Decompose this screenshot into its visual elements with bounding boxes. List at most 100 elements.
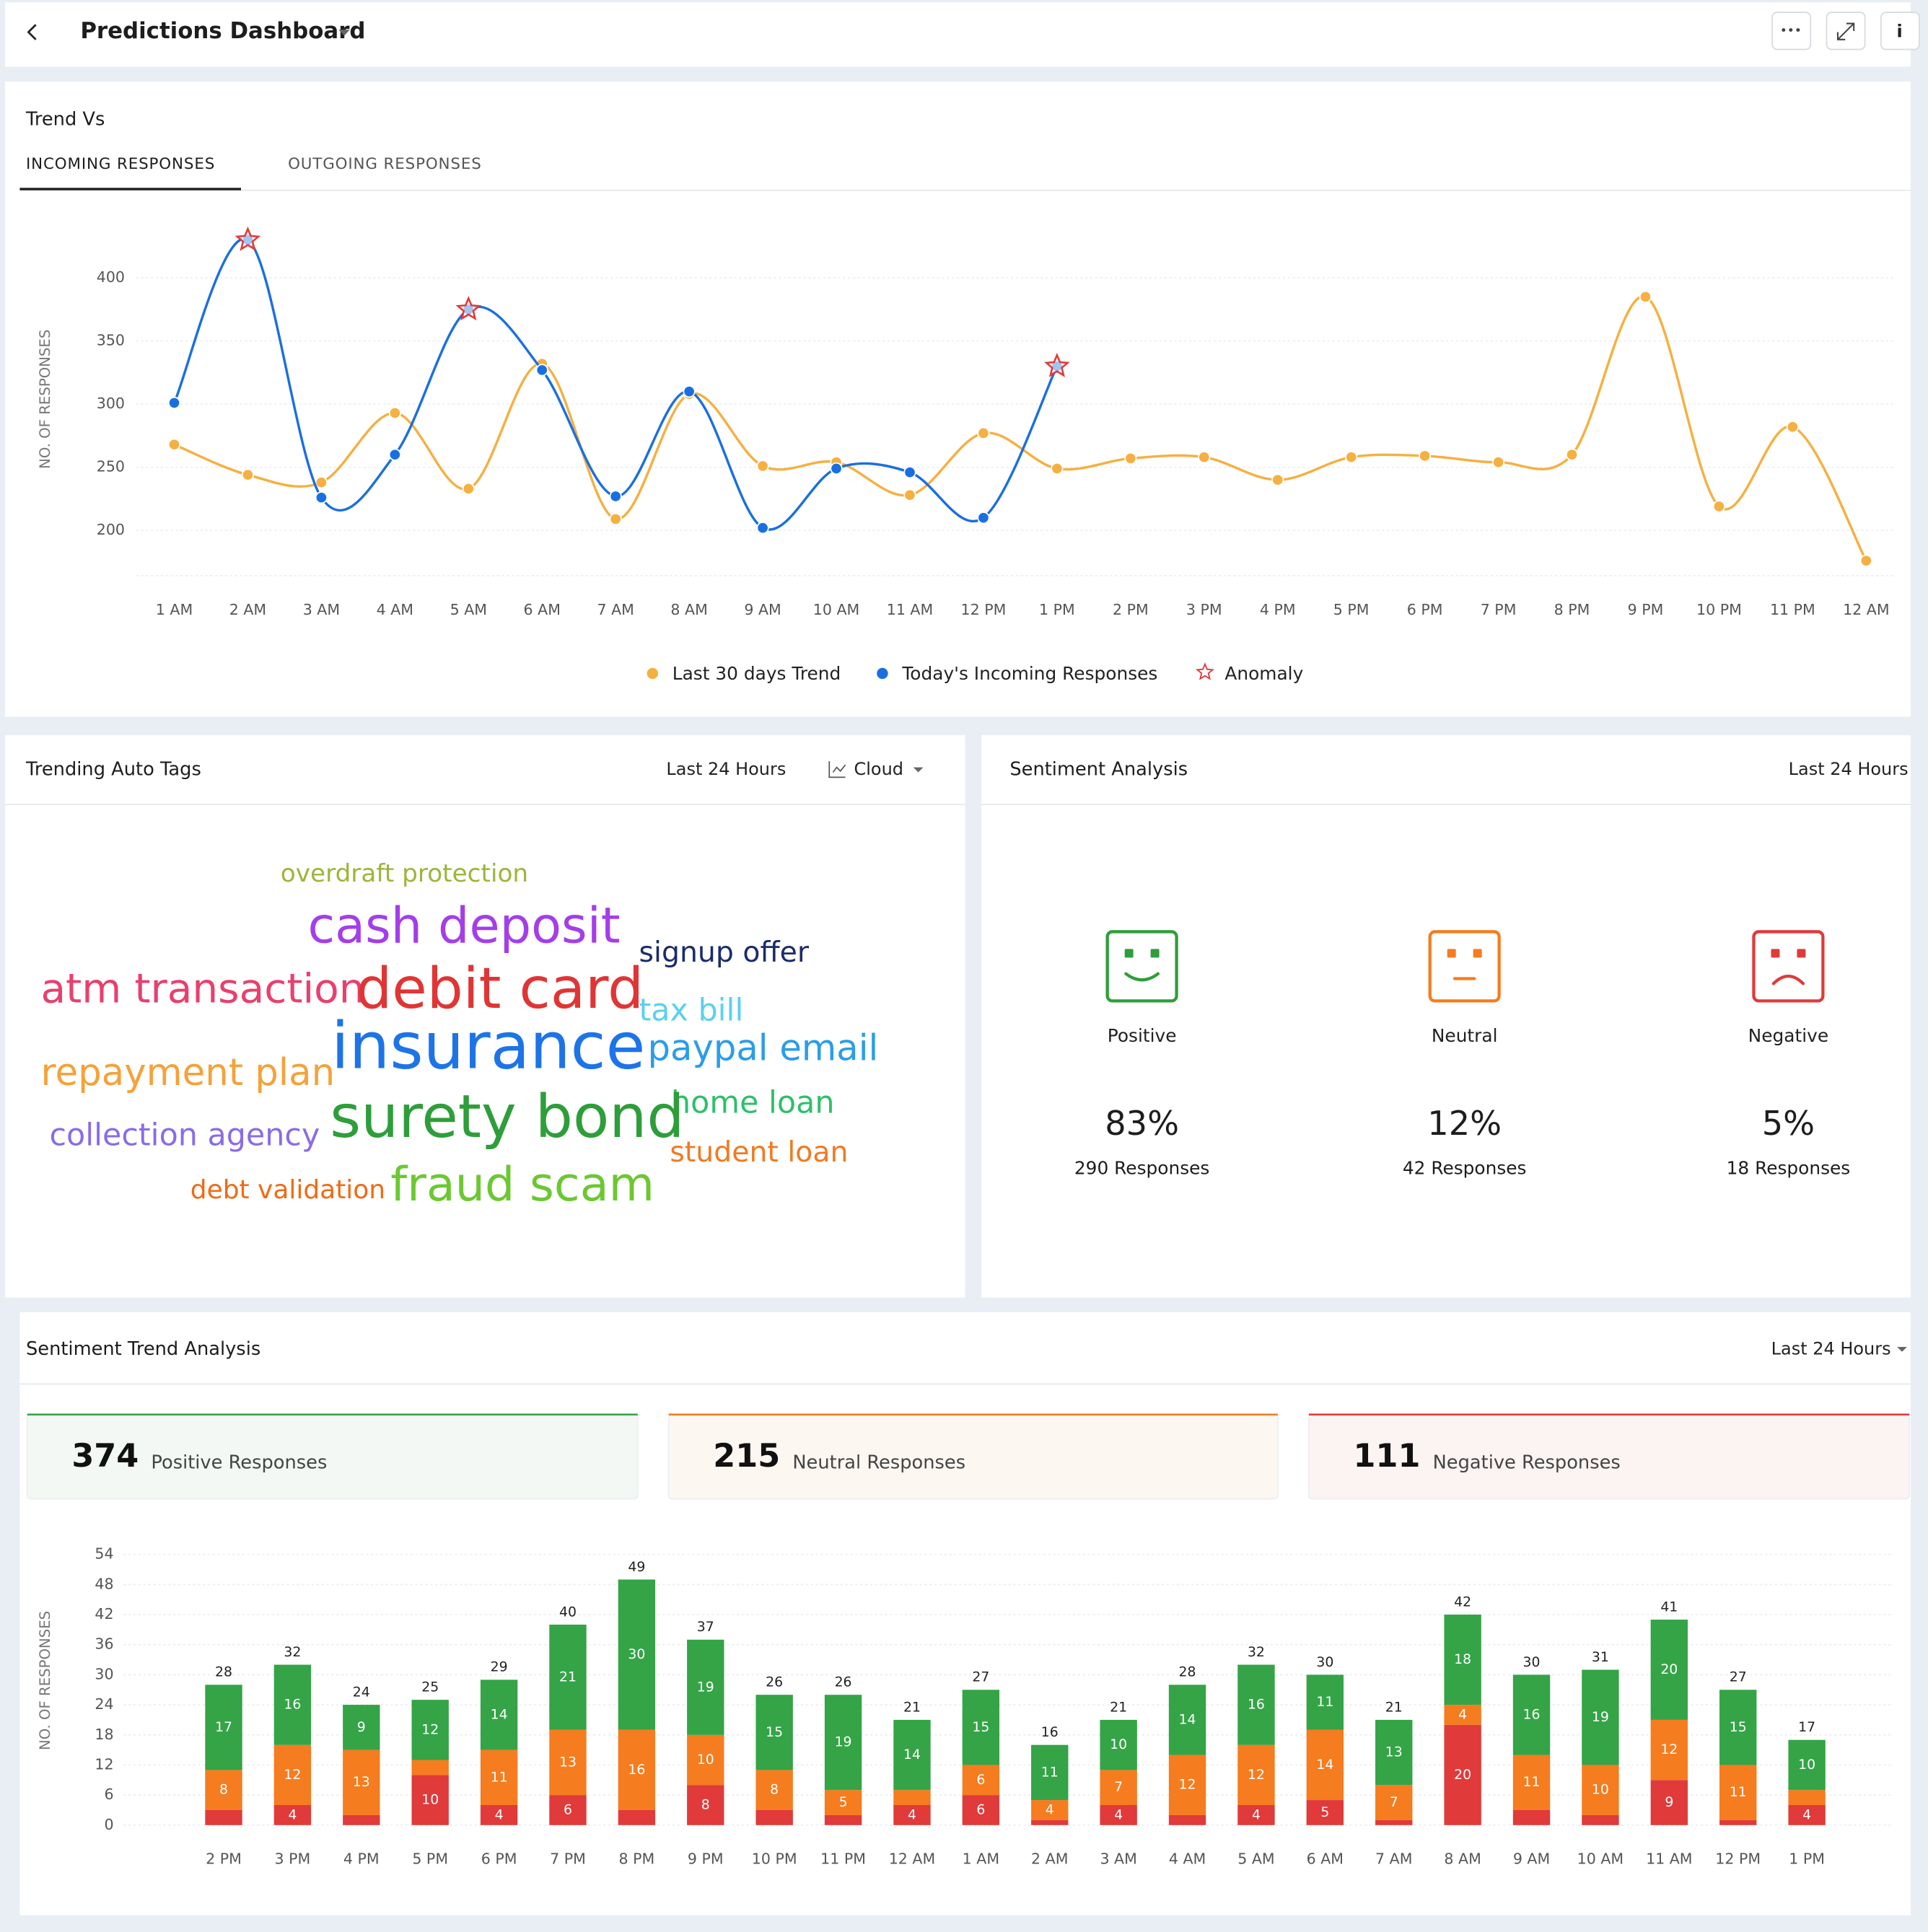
bar-segment [1031, 1800, 1069, 1820]
segment-label: 13 [1385, 1745, 1403, 1760]
tag-word[interactable]: surety bond [330, 1083, 684, 1151]
period-selector[interactable]: Last 24 Hours [1789, 759, 1909, 779]
segment-label: 11 [1523, 1775, 1541, 1790]
tag-word[interactable]: debit card [356, 955, 644, 1022]
chart-type-icon [828, 761, 846, 778]
page-title[interactable]: Predictions Dashboard [80, 18, 365, 44]
tag-word[interactable]: insurance [331, 1009, 645, 1084]
tag-word[interactable]: cash deposit [307, 897, 620, 955]
tag-word[interactable]: paypal email [648, 1027, 879, 1068]
bar-segment [824, 1790, 862, 1815]
sentiment-icon [1752, 930, 1825, 1003]
x-tick-label: 12 PM [1715, 1850, 1761, 1868]
legend-label: Anomaly [1224, 663, 1303, 684]
card-value: 374 [71, 1437, 139, 1475]
segment-label: 12 [421, 1722, 439, 1737]
segment-label: 4 [1046, 1802, 1054, 1817]
data-point [830, 462, 843, 475]
x-tick-label: 10 AM [813, 601, 859, 618]
bar-segment [687, 1785, 724, 1825]
card-value: 111 [1354, 1437, 1421, 1475]
view-selector[interactable]: Cloud [854, 759, 903, 779]
segment-label: 14 [491, 1707, 508, 1722]
bar-segment [1031, 1744, 1069, 1801]
segment-label: 8 [219, 1783, 228, 1798]
bar-segment [618, 1579, 656, 1730]
total-label: 37 [697, 1620, 714, 1635]
bar-segment [824, 1814, 862, 1825]
tag-word[interactable]: debt validation [190, 1175, 385, 1205]
period-selector[interactable]: Last 24 Hours [666, 759, 786, 779]
back-button[interactable] [27, 24, 37, 40]
x-tick-label: 1 PM [1789, 1850, 1825, 1868]
bar-segment [480, 1749, 518, 1806]
bar-segment [343, 1749, 380, 1815]
segment-label: 6 [976, 1773, 985, 1788]
tags-panel [4, 735, 965, 1298]
tag-word[interactable]: tax bill [639, 992, 744, 1028]
bar-segment [687, 1639, 724, 1735]
x-tick-label: 2 PM [1113, 601, 1149, 618]
sentiment-label: Negative [1748, 1025, 1828, 1046]
bar-segment [1306, 1674, 1344, 1730]
total-label: 21 [1110, 1700, 1127, 1715]
total-label: 21 [903, 1700, 921, 1715]
y-tick-label: 48 [95, 1575, 113, 1592]
tag-word[interactable]: student loan [670, 1136, 848, 1169]
tab[interactable]: INCOMING RESPONSES [26, 155, 215, 173]
x-tick-label: 1 AM [156, 601, 193, 618]
data-point [1712, 500, 1725, 513]
tag-word[interactable]: signup offer [639, 936, 810, 969]
tag-word[interactable]: repayment plan [41, 1051, 336, 1094]
segment-label: 11 [1316, 1695, 1333, 1710]
card-value: 215 [713, 1437, 780, 1475]
data-point [1639, 290, 1652, 303]
sentiment-label: Positive [1108, 1025, 1177, 1046]
tag-word[interactable]: atm transaction [41, 965, 365, 1012]
data-point [756, 522, 769, 535]
tab[interactable]: OUTGOING RESPONSES [288, 155, 482, 173]
data-point [241, 468, 255, 481]
y-tick-label: 6 [104, 1786, 113, 1803]
panel-title: Sentiment Analysis [1009, 759, 1188, 781]
y-tick-label: 54 [95, 1545, 113, 1563]
segment-label: 10 [1110, 1737, 1127, 1752]
tag-word[interactable]: home loan [671, 1085, 834, 1121]
period-selector[interactable]: Last 24 Hours [1771, 1338, 1891, 1358]
bar-segment [1512, 1809, 1551, 1825]
segment-label: 4 [908, 1807, 916, 1822]
data-point [903, 466, 916, 479]
x-tick-label: 7 PM [550, 1850, 586, 1868]
segment-label: 5 [839, 1795, 848, 1810]
segment-label: 6 [564, 1802, 572, 1817]
title-dropdown[interactable] [338, 30, 350, 36]
info-button[interactable] [1880, 12, 1920, 51]
bar-segment [343, 1814, 380, 1825]
bar-segment [480, 1805, 518, 1825]
more-button[interactable] [1771, 12, 1812, 51]
segment-label: 10 [1798, 1757, 1815, 1773]
sentiment-percent: 5% [1762, 1104, 1815, 1143]
bar-segment [962, 1765, 1000, 1796]
segment-label: 12 [1248, 1768, 1265, 1783]
total-label: 26 [766, 1675, 783, 1690]
segment-label: 8 [701, 1798, 710, 1813]
x-tick-label: 3 PM [275, 1850, 311, 1868]
view-dropdown[interactable] [913, 767, 924, 773]
data-point [609, 490, 622, 503]
bar-segment [1168, 1685, 1206, 1755]
card-accent [668, 1413, 1279, 1416]
total-label: 41 [1660, 1599, 1678, 1615]
segment-label: 4 [1114, 1807, 1123, 1822]
tag-word[interactable]: fraud scam [390, 1158, 654, 1212]
sentiment-percent: 83% [1105, 1104, 1179, 1143]
tag-word[interactable]: collection agency [50, 1117, 320, 1153]
segment-label: 20 [1660, 1662, 1678, 1677]
period-dropdown[interactable] [1897, 1346, 1907, 1352]
data-point [388, 406, 401, 419]
y-tick-label: 0 [104, 1816, 113, 1833]
segment-label: 15 [766, 1725, 783, 1740]
tag-word[interactable]: overdraft protection [281, 859, 528, 888]
data-point [609, 512, 622, 526]
y-tick-label: 12 [95, 1755, 113, 1773]
